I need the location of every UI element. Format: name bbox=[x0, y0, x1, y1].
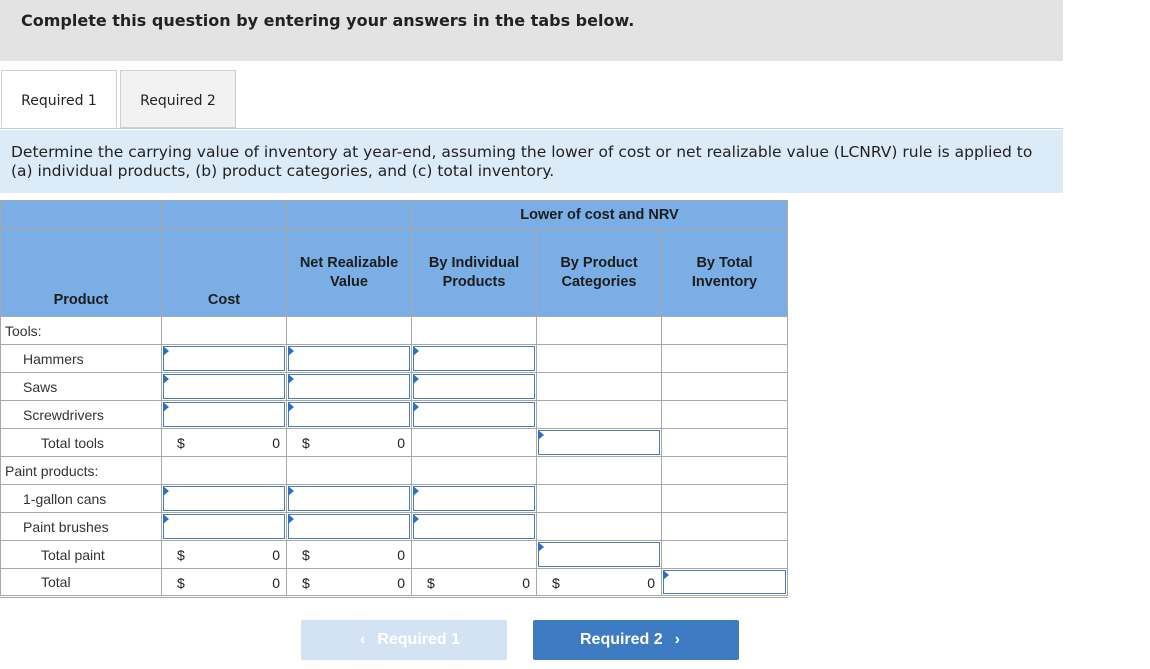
currency-symbol: $ bbox=[177, 575, 185, 591]
total-paint-nrv: 0 bbox=[397, 547, 405, 563]
input-flag-icon bbox=[288, 374, 294, 384]
paint-brushes-nrv-input[interactable] bbox=[288, 514, 410, 539]
col-header-by-total: By Total Inventory bbox=[661, 229, 788, 317]
input-flag-icon bbox=[413, 486, 419, 496]
next-button[interactable]: Required 2 › bbox=[533, 620, 739, 660]
instruction-text: Complete this question by entering your … bbox=[21, 11, 635, 30]
header-blank-3 bbox=[286, 200, 412, 230]
input-flag-icon bbox=[163, 486, 169, 496]
col-header-nrv: Net Realizable Value bbox=[286, 229, 412, 317]
total-tools-nrv: 0 bbox=[397, 435, 405, 451]
input-flag-icon bbox=[538, 542, 544, 552]
screwdrivers-cost-input[interactable] bbox=[163, 402, 285, 427]
question-text: Determine the carrying value of inventor… bbox=[0, 130, 1063, 193]
col-header-by-category: By Product Categories bbox=[536, 229, 662, 317]
input-flag-icon bbox=[288, 346, 294, 356]
input-flag-icon bbox=[413, 346, 419, 356]
screwdrivers-nrv-input[interactable] bbox=[288, 402, 410, 427]
currency-symbol: $ bbox=[302, 435, 310, 451]
grand-total-category: 0 bbox=[647, 575, 655, 591]
row-label-total-tools: Total tools bbox=[0, 428, 162, 457]
chevron-left-icon: ‹ bbox=[359, 631, 366, 648]
input-flag-icon bbox=[663, 570, 669, 580]
lcnrv-table: Lower of cost and NRV Product Cost Net R… bbox=[0, 200, 788, 598]
group-header-lcnrv: Lower of cost and NRV bbox=[411, 200, 788, 230]
input-flag-icon bbox=[288, 514, 294, 524]
row-label-hammers: Hammers bbox=[0, 344, 162, 373]
saws-cost-input[interactable] bbox=[163, 374, 285, 399]
row-label-gallon-cans: 1-gallon cans bbox=[0, 484, 162, 513]
tab-required-2[interactable]: Required 2 bbox=[120, 70, 236, 128]
col-header-by-individual: By Individual Products bbox=[411, 229, 537, 317]
grand-total-nrv: 0 bbox=[397, 575, 405, 591]
col-header-cost: Cost bbox=[161, 229, 287, 317]
section-tools: Tools: bbox=[0, 316, 162, 345]
gallon-cans-nrv-input[interactable] bbox=[288, 486, 410, 511]
tab-required-1[interactable]: Required 1 bbox=[1, 70, 117, 128]
row-label-paint-brushes: Paint brushes bbox=[0, 512, 162, 541]
hammers-nrv-input[interactable] bbox=[288, 346, 410, 371]
chevron-right-icon: › bbox=[674, 631, 680, 648]
currency-symbol: $ bbox=[302, 547, 310, 563]
header-blank-2 bbox=[161, 200, 287, 230]
hammers-cost-input[interactable] bbox=[163, 346, 285, 371]
section-paint: Paint products: bbox=[0, 456, 162, 485]
currency-symbol: $ bbox=[302, 575, 310, 591]
input-flag-icon bbox=[163, 374, 169, 384]
input-flag-icon bbox=[288, 486, 294, 496]
row-label-total-paint: Total paint bbox=[0, 540, 162, 569]
prev-button[interactable]: ‹ Required 1 bbox=[301, 620, 507, 660]
prev-button-label: Required 1 bbox=[377, 631, 460, 648]
input-flag-icon bbox=[413, 374, 419, 384]
tools-category-input[interactable] bbox=[538, 430, 660, 455]
saws-individual-input[interactable] bbox=[413, 374, 535, 399]
input-flag-icon bbox=[163, 346, 169, 356]
saws-nrv-input[interactable] bbox=[288, 374, 410, 399]
total-tools-cost: 0 bbox=[272, 435, 280, 451]
input-flag-icon bbox=[288, 402, 294, 412]
header-blank-1 bbox=[0, 200, 162, 230]
row-label-screwdrivers: Screwdrivers bbox=[0, 400, 162, 429]
input-flag-icon bbox=[413, 402, 419, 412]
instruction-banner: Complete this question by entering your … bbox=[0, 0, 1063, 61]
next-button-label: Required 2 bbox=[579, 631, 663, 648]
paint-category-input[interactable] bbox=[538, 542, 660, 567]
total-inventory-input[interactable] bbox=[663, 570, 786, 594]
currency-symbol: $ bbox=[177, 547, 185, 563]
total-paint-cost: 0 bbox=[272, 547, 280, 563]
tab-divider bbox=[0, 128, 1063, 129]
currency-symbol: $ bbox=[177, 435, 185, 451]
input-flag-icon bbox=[163, 514, 169, 524]
currency-symbol: $ bbox=[427, 575, 435, 591]
input-flag-icon bbox=[413, 514, 419, 524]
paint-brushes-individual-input[interactable] bbox=[413, 514, 535, 539]
row-label-total: Total bbox=[0, 568, 162, 597]
input-flag-icon bbox=[538, 430, 544, 440]
input-flag-icon bbox=[163, 402, 169, 412]
grand-total-individual: 0 bbox=[522, 575, 530, 591]
paint-brushes-cost-input[interactable] bbox=[163, 514, 285, 539]
row-label-saws: Saws bbox=[0, 372, 162, 401]
currency-symbol: $ bbox=[552, 575, 560, 591]
hammers-individual-input[interactable] bbox=[413, 346, 535, 371]
grand-total-cost: 0 bbox=[272, 575, 280, 591]
gallon-cans-individual-input[interactable] bbox=[413, 486, 535, 511]
gallon-cans-cost-input[interactable] bbox=[163, 486, 285, 511]
col-header-product: Product bbox=[0, 229, 162, 317]
screwdrivers-individual-input[interactable] bbox=[413, 402, 535, 427]
